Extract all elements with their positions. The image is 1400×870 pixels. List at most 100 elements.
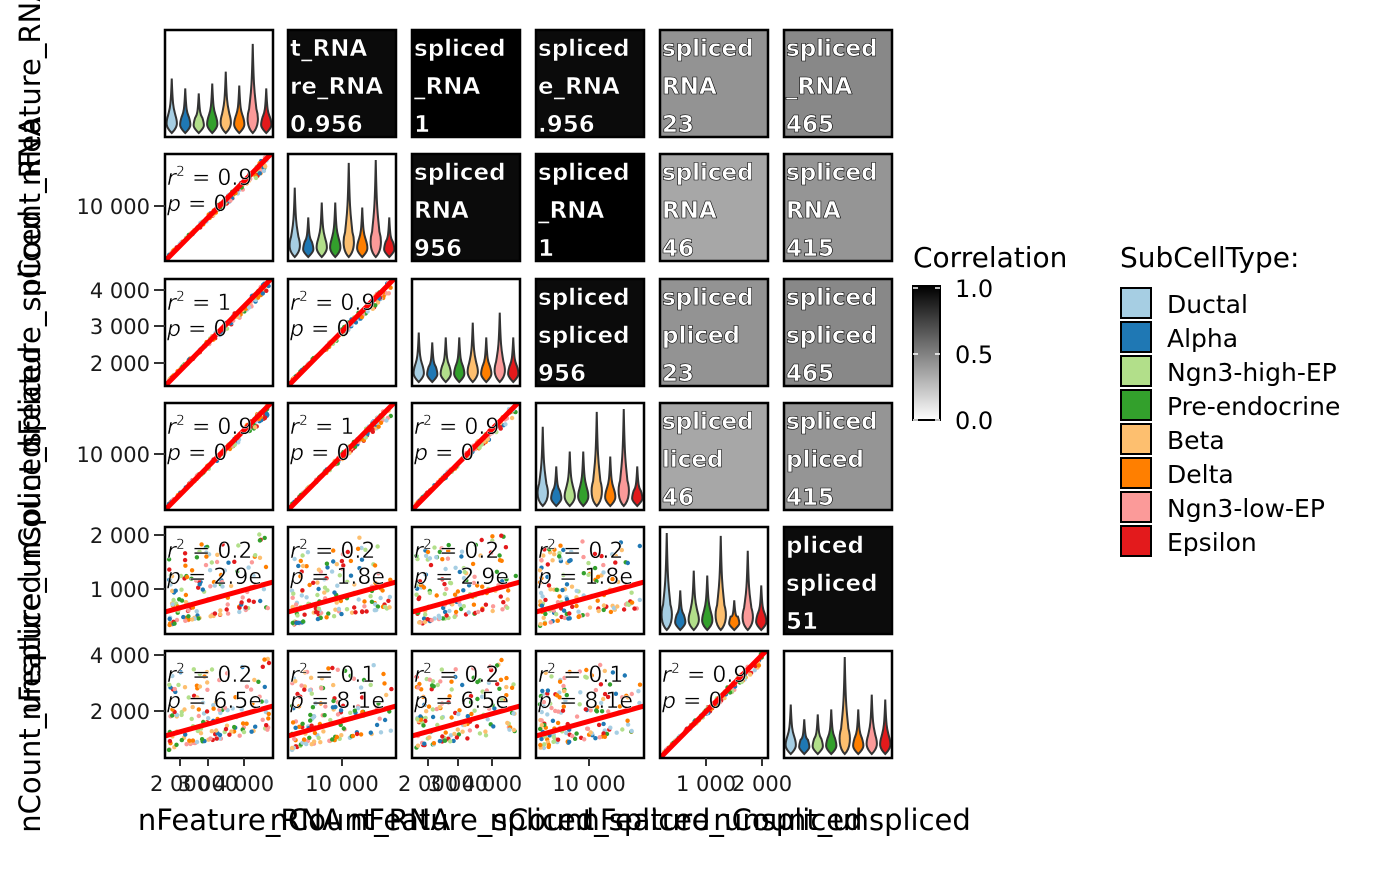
r-squared-value: 1 xyxy=(217,291,231,316)
scatter-point xyxy=(173,588,178,593)
violin-shape xyxy=(741,550,754,632)
scatter-point xyxy=(615,579,621,585)
scatter-point xyxy=(358,685,364,690)
scatter-point xyxy=(576,609,581,614)
scatter-point xyxy=(504,684,509,690)
p-equals: = xyxy=(304,565,336,590)
correlation-tile: spliced spliced 956 xyxy=(536,279,644,386)
scatter-point xyxy=(576,614,581,619)
scatter-point xyxy=(202,674,207,679)
legend-item-label: Ngn3-high-EP xyxy=(1167,358,1337,387)
scatter-point xyxy=(548,587,553,592)
scatter-point xyxy=(214,736,219,741)
r-superscript: 2 xyxy=(176,164,185,180)
panel-border xyxy=(163,152,275,263)
correlation-tile-text: 465 xyxy=(786,361,834,387)
y-axis-title: nFeature_unspliced xyxy=(13,439,47,720)
violin-shape xyxy=(784,704,797,756)
scatter-point xyxy=(384,692,389,698)
scatter-point xyxy=(513,573,518,579)
regression-line xyxy=(288,579,396,615)
scatter-point xyxy=(345,579,350,584)
scatter-point xyxy=(209,667,215,672)
scatter-point xyxy=(539,722,544,728)
p-value: 1.8e xyxy=(584,565,633,590)
scatter-point xyxy=(253,553,258,558)
scatter-point xyxy=(265,656,270,662)
p-symbol: p xyxy=(537,689,552,714)
scatter-point xyxy=(461,588,466,593)
scatter-point xyxy=(171,597,176,603)
scatter-point xyxy=(237,733,242,738)
scatter-point xyxy=(340,566,345,572)
x-tick-label: 2 000 xyxy=(398,772,458,796)
r-superscript: 2 xyxy=(176,661,185,677)
violin-shape xyxy=(439,337,452,384)
panel-border xyxy=(286,525,398,636)
p-symbol: p xyxy=(166,565,181,590)
scatter-point xyxy=(447,608,452,614)
scatter-point xyxy=(257,538,263,543)
scatter-point xyxy=(249,729,254,734)
scatter-point xyxy=(471,666,476,671)
p-equals: = xyxy=(304,441,336,466)
scatter-point xyxy=(543,611,548,617)
scatter-point xyxy=(184,574,190,580)
panel-border xyxy=(782,152,894,263)
scatter-point xyxy=(205,687,210,692)
scatter-point xyxy=(369,599,375,604)
scatter-point xyxy=(340,703,346,708)
panel-border xyxy=(286,277,398,388)
scatter-point xyxy=(381,671,386,677)
scatter-point xyxy=(425,549,431,555)
scatter-point xyxy=(301,737,307,742)
scatter-point xyxy=(585,726,590,731)
scatter-point xyxy=(602,668,607,674)
scatter-point xyxy=(497,558,503,563)
correlation-tile-text: t_RNA xyxy=(290,36,367,62)
scatter-point xyxy=(244,684,250,689)
scatter-point xyxy=(601,603,607,608)
violin-panel xyxy=(660,532,768,632)
scatter-point xyxy=(620,695,625,700)
r-superscript: 2 xyxy=(423,413,432,429)
scatter-point xyxy=(460,729,465,734)
r-squared-label: r2 = 0.2 xyxy=(290,537,375,564)
scatter-point xyxy=(371,663,376,668)
scatter-point xyxy=(539,557,544,563)
scatter-point xyxy=(414,674,419,680)
scatter-point xyxy=(295,691,300,697)
panel-border xyxy=(163,525,275,636)
scatter-point xyxy=(182,707,187,712)
correlation-tile: spliced _RNA 1 xyxy=(536,154,644,261)
scatter-point xyxy=(357,535,362,540)
scatter-point xyxy=(247,428,252,433)
scatter-point xyxy=(605,694,611,700)
scatter-point xyxy=(308,718,313,723)
colorbar-tick-label: 1.0 xyxy=(955,275,993,303)
violin-shape xyxy=(412,332,425,384)
scatter-point xyxy=(318,701,323,706)
scatter-point xyxy=(266,716,271,721)
r-equals: = xyxy=(185,663,217,688)
panel-border xyxy=(410,152,522,263)
correlation-tile-text: spliced xyxy=(414,36,506,62)
scatter-point xyxy=(421,616,427,621)
correlation-tile-text: 23 xyxy=(662,361,694,387)
scatter-point xyxy=(423,572,429,577)
scatter-point xyxy=(368,682,373,688)
colorbar-tick-label: 0.5 xyxy=(955,341,993,369)
p-value: 2.9e xyxy=(213,565,262,590)
scatter-point xyxy=(499,657,504,663)
scatter-point xyxy=(611,605,617,611)
regression-line xyxy=(165,703,273,739)
p-equals: = xyxy=(428,565,460,590)
scatter-point xyxy=(372,608,377,613)
scatter-point xyxy=(360,609,365,615)
scatter-point xyxy=(290,620,295,626)
scatter-point xyxy=(490,538,495,543)
scatter-point xyxy=(246,305,252,310)
violin-shape xyxy=(219,71,232,135)
scatter-point xyxy=(313,701,318,706)
scatter-point xyxy=(169,574,175,579)
